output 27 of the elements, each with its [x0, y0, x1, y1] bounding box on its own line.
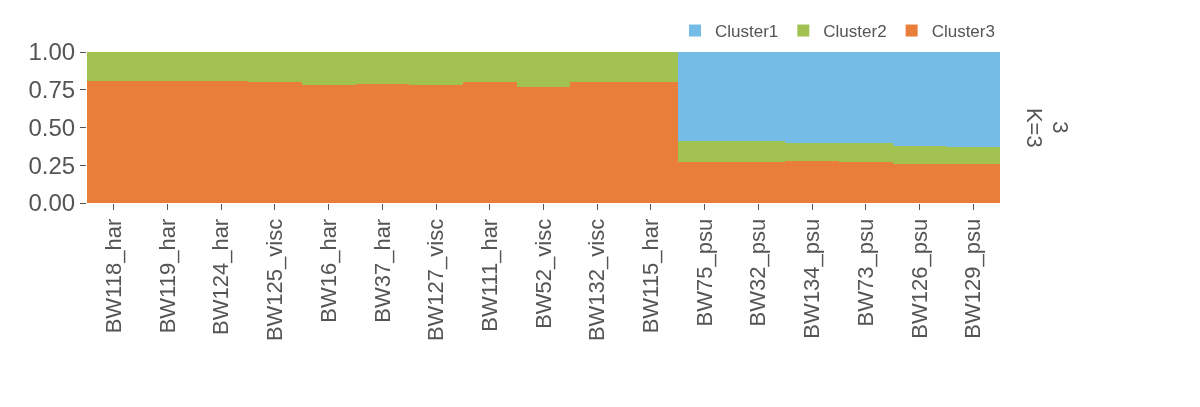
legend-label: Cluster1 — [715, 22, 779, 42]
x-tick-label: BW126_psu — [906, 218, 932, 339]
x-tick-label: BW125_visc — [262, 218, 288, 342]
x-tick-label: BW73_psu — [852, 218, 878, 327]
x-tick-label: BW129_psu — [960, 218, 986, 339]
x-tick-label: BW134_psu — [799, 218, 825, 339]
x-tick-label: BW52_visc — [530, 218, 556, 329]
legend-label: Cluster2 — [823, 22, 887, 42]
x-tick-label: BW111_har — [476, 218, 502, 332]
legend-label: Cluster3 — [931, 22, 995, 42]
x-tick-label: BW124_har — [208, 218, 234, 335]
x-tick-label: BW119_har — [154, 218, 180, 334]
x-tick-label: BW16_har — [315, 218, 341, 323]
x-tick-label: BW118_har — [101, 218, 126, 334]
text: 3 — [1047, 121, 1073, 134]
y-tick-label: 1.00 — [28, 38, 76, 66]
y-tick-label: 0.25 — [28, 151, 76, 179]
x-tick-label: BW132_visc — [584, 218, 610, 342]
text: K=3 — [1022, 107, 1048, 148]
y-tick-label: 0.75 — [28, 76, 76, 104]
x-tick-label: BW115_har — [638, 218, 664, 334]
x-tick-label: BW127_visc — [423, 218, 449, 342]
y-tick-label: 0.50 — [28, 113, 76, 141]
x-tick-label: BW75_psu — [691, 218, 717, 327]
y-tick-label: 0.00 — [28, 189, 76, 217]
x-tick-label: BW37_har — [369, 218, 395, 323]
x-tick-label: BW32_psu — [745, 218, 771, 327]
